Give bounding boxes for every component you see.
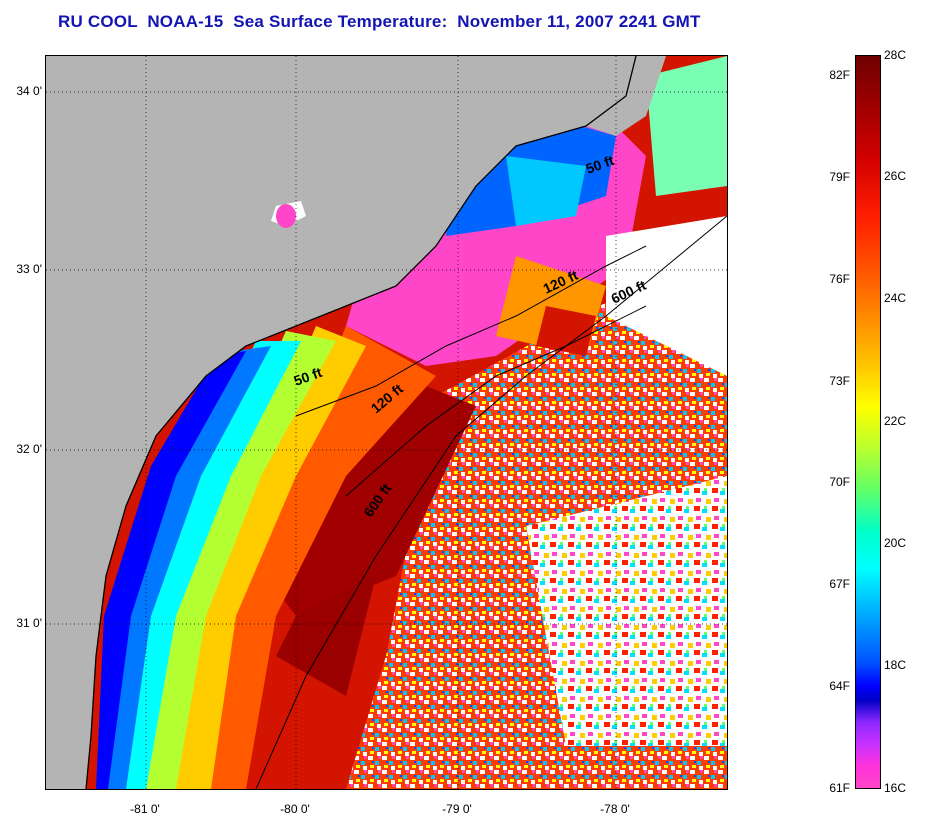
contour-50ft: [295, 245, 647, 417]
lon-label-80: -80 0': [280, 802, 310, 816]
north-cyan-patch: [506, 156, 586, 226]
graticule: [46, 56, 727, 789]
sst-map: 50 ft 120 ft 600 ft 50 ft 120 ft 600 ft: [45, 55, 728, 790]
lat-label-33: 33 0': [16, 262, 42, 276]
lat-label-34: 34 0': [16, 84, 42, 98]
cloud-dense-area: [526, 476, 727, 746]
coastline: [85, 56, 637, 789]
shelf-band-green: [141, 331, 336, 789]
contour-600ft: [255, 215, 727, 789]
shelf-band-yellow: [166, 326, 366, 789]
lat-label-32: 32 0': [16, 442, 42, 456]
contour-120ft: [345, 305, 647, 497]
colorbar-c-22: 22C: [884, 414, 907, 428]
colorbar-c-28: 28C: [884, 48, 907, 62]
colorbar-c-16: 16C: [884, 781, 907, 795]
colorbar-f-82: 82F: [829, 68, 850, 82]
land: [46, 56, 636, 789]
colorbar-f-70: 70F: [829, 475, 850, 489]
colorbar-c-26: 26C: [884, 169, 907, 183]
colorbar-c-24: 24C: [884, 291, 907, 305]
lon-label-78: -78 0': [600, 802, 630, 816]
lon-label-79: -79 0': [442, 802, 472, 816]
lat-label-31: 31 0': [16, 616, 42, 630]
north-warm-core: [536, 306, 596, 356]
shelf-band-orange: [196, 326, 436, 789]
lon-label-81: -81 0': [130, 802, 160, 816]
northeast-green-water: [646, 56, 727, 196]
colorbar-f-79: 79F: [829, 170, 850, 184]
northeast-cloud: [606, 216, 727, 376]
colorbar-f-64: 64F: [829, 679, 850, 693]
colorbar-f-61: 61F: [829, 781, 850, 795]
sst-map-canvas: 50 ft 120 ft 600 ft 50 ft 120 ft 600 ft: [46, 56, 727, 789]
colorbar-c-18: 18C: [884, 658, 907, 672]
map-title: RU COOL NOAA-15 Sea Surface Temperature:…: [58, 12, 701, 31]
gulf-stream-south: [276, 576, 376, 696]
colorbar: [855, 55, 881, 789]
colorbar-c-20: 20C: [884, 536, 907, 550]
shelf-band-deepblue: [96, 351, 246, 789]
inland-lake: [276, 204, 296, 228]
colorbar-f-73: 73F: [829, 374, 850, 388]
colorbar-f-76: 76F: [829, 272, 850, 286]
colorbar-f-67: 67F: [829, 577, 850, 591]
